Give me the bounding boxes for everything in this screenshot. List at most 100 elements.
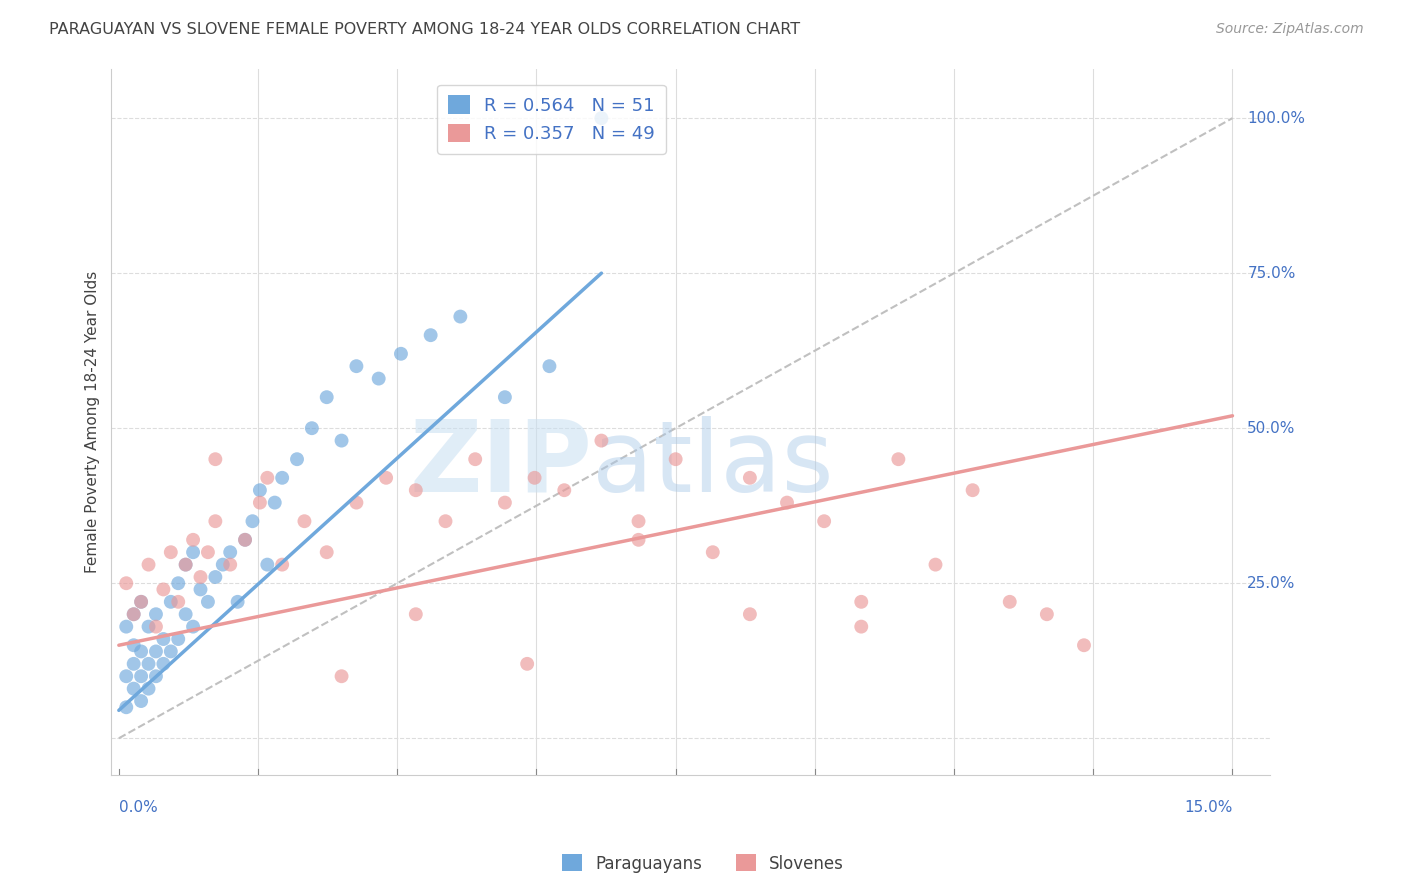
Text: 25.0%: 25.0%: [1247, 575, 1296, 591]
Point: [190, 582, 212, 597]
Point: [344, 495, 367, 509]
Point: [1036, 607, 1059, 622]
Point: [249, 483, 271, 498]
Point: [271, 558, 294, 572]
Point: [122, 681, 145, 696]
Point: [627, 533, 650, 547]
Point: [516, 657, 538, 671]
Point: [434, 514, 457, 528]
Point: [330, 669, 353, 683]
Point: [627, 514, 650, 528]
Point: [138, 558, 160, 572]
Point: [129, 694, 152, 708]
Point: [167, 632, 190, 646]
Point: [419, 328, 441, 343]
Point: [315, 390, 337, 404]
Point: [115, 576, 138, 591]
Point: [167, 595, 190, 609]
Point: [851, 620, 873, 634]
Point: [129, 595, 152, 609]
Point: [249, 495, 271, 509]
Legend: Paraguayans, Slovenes: Paraguayans, Slovenes: [555, 847, 851, 880]
Point: [464, 452, 486, 467]
Point: [129, 669, 152, 683]
Point: [152, 582, 174, 597]
Point: [375, 471, 398, 485]
Text: Source: ZipAtlas.com: Source: ZipAtlas.com: [1216, 22, 1364, 37]
Point: [226, 595, 249, 609]
Y-axis label: Female Poverty Among 18-24 Year Olds: Female Poverty Among 18-24 Year Olds: [86, 271, 100, 574]
Point: [159, 595, 181, 609]
Point: [344, 359, 367, 374]
Text: 50.0%: 50.0%: [1247, 421, 1296, 435]
Point: [115, 700, 138, 714]
Point: [181, 620, 204, 634]
Point: [389, 347, 412, 361]
Point: [138, 620, 160, 634]
Point: [494, 390, 516, 404]
Point: [233, 533, 256, 547]
Point: [115, 620, 138, 634]
Point: [233, 533, 256, 547]
Point: [174, 607, 197, 622]
Legend: R = 0.564   N = 51, R = 0.357   N = 49: R = 0.564 N = 51, R = 0.357 N = 49: [437, 85, 666, 154]
Point: [204, 514, 226, 528]
Point: [1073, 638, 1095, 652]
Point: [145, 607, 167, 622]
Point: [998, 595, 1021, 609]
Point: [367, 371, 389, 385]
Point: [129, 595, 152, 609]
Point: [738, 471, 761, 485]
Point: [776, 495, 799, 509]
Point: [538, 359, 561, 374]
Point: [738, 607, 761, 622]
Point: [813, 514, 835, 528]
Point: [294, 514, 316, 528]
Point: [122, 657, 145, 671]
Point: [702, 545, 724, 559]
Point: [167, 576, 190, 591]
Point: [851, 595, 873, 609]
Point: [190, 570, 212, 584]
Point: [204, 570, 226, 584]
Point: [405, 607, 427, 622]
Point: [211, 558, 233, 572]
Point: [553, 483, 575, 498]
Point: [152, 657, 174, 671]
Point: [159, 644, 181, 658]
Point: [122, 607, 145, 622]
Point: [145, 669, 167, 683]
Point: [122, 607, 145, 622]
Text: 15.0%: 15.0%: [1184, 800, 1233, 815]
Point: [145, 644, 167, 658]
Point: [242, 514, 264, 528]
Text: ZIP: ZIP: [409, 416, 592, 513]
Point: [197, 595, 219, 609]
Point: [138, 681, 160, 696]
Point: [271, 471, 294, 485]
Point: [152, 632, 174, 646]
Point: [962, 483, 984, 498]
Point: [197, 545, 219, 559]
Point: [219, 558, 242, 572]
Point: [174, 558, 197, 572]
Point: [285, 452, 308, 467]
Point: [301, 421, 323, 435]
Text: 75.0%: 75.0%: [1247, 266, 1296, 281]
Point: [115, 669, 138, 683]
Point: [405, 483, 427, 498]
Point: [181, 533, 204, 547]
Point: [315, 545, 337, 559]
Point: [181, 545, 204, 559]
Point: [494, 495, 516, 509]
Point: [138, 657, 160, 671]
Point: [523, 471, 546, 485]
Point: [122, 638, 145, 652]
Point: [256, 471, 278, 485]
Point: [129, 644, 152, 658]
Text: 100.0%: 100.0%: [1247, 111, 1305, 126]
Point: [330, 434, 353, 448]
Point: [145, 620, 167, 634]
Text: 0.0%: 0.0%: [120, 800, 157, 815]
Point: [449, 310, 471, 324]
